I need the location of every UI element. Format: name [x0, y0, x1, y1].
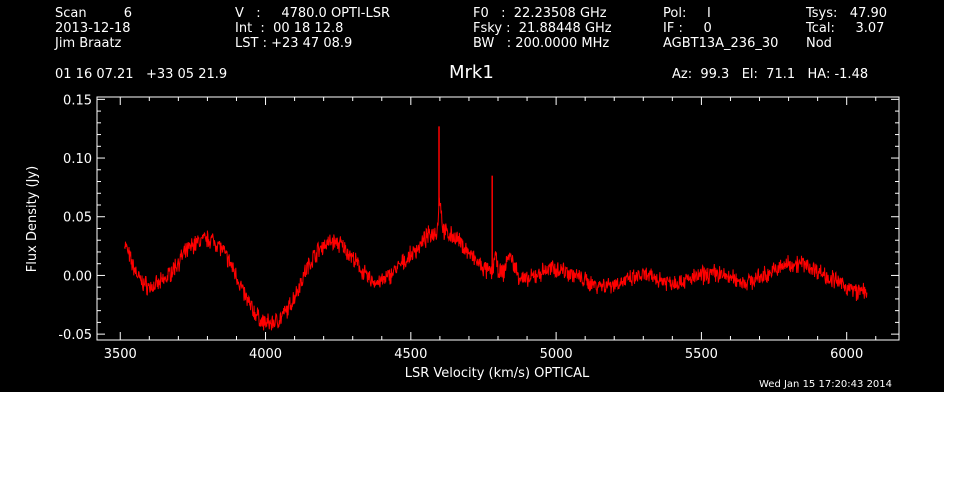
x-axis-title: LSR Velocity (km/s) OPTICAL [405, 366, 590, 381]
pointing-info: Az: 99.3 El: 71.1 HA: -1.48 [672, 67, 869, 82]
tsys: Tsys: 47.90 [806, 6, 888, 21]
source-title: Mrk1 [449, 62, 494, 83]
header-col3: F0 : 22.23508 GHz Fsky : 21.88448 GHz BW :… [473, 6, 612, 51]
x-tick-label: 6000 [830, 347, 863, 362]
y-tick-label: 0.00 [63, 269, 92, 284]
rest-frequency: F0 : 22.23508 GHz [473, 6, 607, 21]
spectrum-trace [124, 126, 868, 331]
x-tick-label: 5000 [540, 347, 573, 362]
header-col1: Scan 6 2013-12-18 Jim Braatz [55, 6, 132, 51]
lst-info: LST : +23 47 08.9 [235, 36, 353, 51]
x-tick-label: 5500 [685, 347, 718, 362]
axis-ticks: 3500 4000 4500 5000 5500 6000 -0.05 0.00 0.05 0.1… [58, 93, 899, 362]
x-tick-label: 4000 [249, 347, 282, 362]
tcal: Tcal: 3.07 [806, 21, 885, 36]
integration-time: Int : 00 18 12.8 [235, 21, 344, 36]
header-col2: V : 4780.0 OPTI-LSR Int : 00 18 12.8 LST :… [235, 6, 390, 51]
y-tick-label: 0.15 [63, 93, 92, 108]
sky-frequency: Fsky : 21.88448 GHz [473, 21, 612, 36]
project-id: AGBT13A_236_30 [663, 36, 779, 51]
scan-number: Scan 6 [55, 6, 133, 21]
plot-frame [96, 96, 900, 341]
procedure: Nod [806, 36, 832, 51]
spectrum-panel: Scan 6 2013-12-18 Jim Braatz V : 4780.0 OP… [0, 0, 944, 392]
velocity-info: V : 4780.0 OPTI-LSR [235, 6, 391, 21]
x-tick-label: 3500 [104, 347, 137, 362]
spectrum-line [124, 197, 868, 331]
y-axis-title: Flux Density (Jy) [25, 166, 40, 272]
spectrum-chart: 3500 4000 4500 5000 5500 6000 -0.05 0.00 0.05 0.1… [25, 93, 900, 381]
x-tick-label: 4500 [394, 347, 427, 362]
if-number: IF : 0 [663, 21, 712, 36]
observer-name: Jim Braatz [55, 36, 122, 51]
polarization: Pol: I [663, 6, 711, 21]
timestamp: Wed Jan 15 17:20:43 2014 [759, 379, 893, 390]
observation-date: 2013-12-18 [55, 21, 131, 36]
header-col5: Tsys: 47.90 Tcal: 3.07 Nod [806, 6, 887, 51]
coordinates: 01 16 07.21 +33 05 21.9 [55, 67, 228, 82]
y-tick-label: -0.05 [58, 328, 92, 343]
y-tick-label: 0.10 [63, 152, 92, 167]
bandwidth: BW : 200.0000 MHz [473, 36, 610, 51]
y-tick-label: 0.05 [63, 211, 92, 226]
header-col4: Pol: I IF : 0 AGBT13A_236_30 [663, 6, 778, 51]
